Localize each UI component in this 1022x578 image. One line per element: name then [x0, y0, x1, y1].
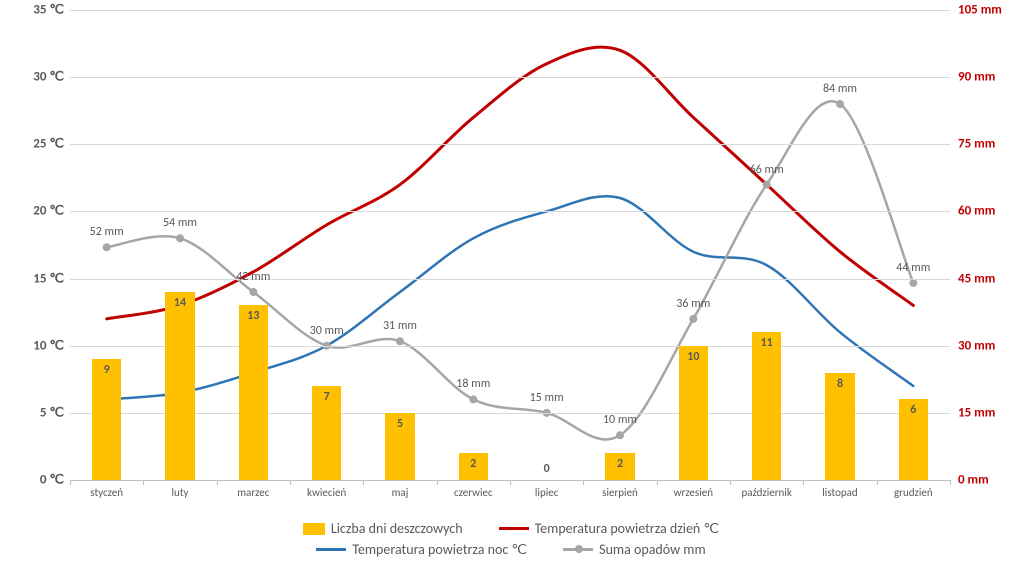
legend: Liczba dni deszczowych Temperatura powie… [0, 520, 1022, 562]
rain-days-value: 9 [77, 363, 137, 377]
precip-marker [396, 337, 404, 345]
precip-value-label: 18 mm [438, 377, 508, 391]
xtick-label: maj [360, 486, 440, 499]
ytick-left: 5 ℃ [4, 405, 64, 420]
climate-chart: 9 14 13 75 202 10 11 86 52 mm54 mm 42 mm 30 mm31 m… [70, 10, 950, 480]
xtick-label: kwiecień [287, 486, 367, 499]
ytick-left: 15 ℃ [4, 271, 64, 286]
xtick-label: listopad [800, 486, 880, 499]
precip-marker [836, 100, 844, 108]
rain-days-swatch [303, 523, 325, 535]
xtick-label: grudzień [873, 486, 953, 499]
ytick-right: 0 mm [958, 473, 1018, 488]
ytick-right: 60 mm [958, 204, 1018, 219]
ytick-right: 75 mm [958, 137, 1018, 152]
ytick-left: 10 ℃ [4, 338, 64, 353]
ytick-right: 90 mm [958, 70, 1018, 85]
rain-days-bar [92, 359, 121, 480]
rain-days-value: 13 [223, 309, 283, 323]
rain-days-bar [679, 346, 708, 480]
rain-days-value: 0 [517, 462, 577, 476]
precip-marker [763, 181, 771, 189]
rain-days-value: 7 [297, 390, 357, 404]
xtick-label: sierpień [580, 486, 660, 499]
precip-value-label: 44 mm [878, 261, 948, 275]
precip-marker [249, 288, 257, 296]
precip-swatch [563, 548, 593, 551]
legend-item-temp-day: Temperatura powietrza dzień ℃ [499, 520, 720, 537]
rain-days-value: 11 [737, 336, 797, 350]
xtick-label: czerwiec [433, 486, 513, 499]
precip-marker [176, 234, 184, 242]
legend-label-temp-day: Temperatura powietrza dzień ℃ [535, 520, 720, 537]
xtick-label: styczeń [67, 486, 147, 499]
rain-days-value: 10 [663, 350, 723, 364]
ytick-right: 30 mm [958, 338, 1018, 353]
precip-marker [616, 431, 624, 439]
precip-value-label: 84 mm [805, 82, 875, 96]
legend-item-temp-night: Temperatura powietrza noc ℃ [316, 541, 527, 558]
xtick-label: lipiec [507, 486, 587, 499]
legend-item-rain-days: Liczba dni deszczowych [303, 520, 463, 537]
precip-value-label: 10 mm [585, 413, 655, 427]
ytick-left: 35 ℃ [4, 3, 64, 18]
precip-value-label: 15 mm [512, 391, 582, 405]
rain-days-value: 5 [370, 417, 430, 431]
rain-days-value: 6 [883, 403, 943, 417]
precip-marker [909, 279, 917, 287]
rain-days-bar [165, 292, 194, 480]
rain-days-value: 2 [590, 457, 650, 471]
precip-marker [689, 315, 697, 323]
ytick-left: 25 ℃ [4, 137, 64, 152]
rain-days-bar [239, 305, 268, 480]
rain-days-value: 2 [443, 457, 503, 471]
precip-value-label: 30 mm [292, 324, 362, 338]
temp-day-swatch [499, 527, 529, 530]
precip-marker [469, 395, 477, 403]
rain-days-value: 14 [150, 296, 210, 310]
xtick-label: luty [140, 486, 220, 499]
legend-label-rain-days: Liczba dni deszczowych [331, 520, 463, 537]
line-layer [70, 10, 950, 480]
legend-row-2: Temperatura powietrza noc ℃ Suma opadów … [0, 541, 1022, 558]
rain-days-value: 8 [810, 377, 870, 391]
precip-marker [103, 243, 111, 251]
xtick-label: październik [727, 486, 807, 499]
precip-value-label: 36 mm [658, 297, 728, 311]
precip-value-label: 52 mm [72, 225, 142, 239]
precip-value-label: 31 mm [365, 319, 435, 333]
ytick-right: 105 mm [958, 3, 1018, 18]
temp-night-line [107, 196, 914, 399]
ytick-left: 0 ℃ [4, 473, 64, 488]
precip-value-label: 66 mm [732, 163, 802, 177]
precip-value-label: 42 mm [218, 270, 288, 284]
ytick-right: 15 mm [958, 405, 1018, 420]
legend-row-1: Liczba dni deszczowych Temperatura powie… [0, 520, 1022, 537]
ytick-left: 30 ℃ [4, 70, 64, 85]
plot-area: 9 14 13 75 202 10 11 86 52 mm54 mm 42 mm 30 mm31 m… [70, 10, 950, 480]
legend-label-temp-night: Temperatura powietrza noc ℃ [352, 541, 527, 558]
xtick-label: wrzesień [653, 486, 733, 499]
ytick-right: 45 mm [958, 271, 1018, 286]
precip-value-label: 54 mm [145, 216, 215, 230]
legend-label-precip: Suma opadów mm [599, 541, 706, 558]
ytick-left: 20 ℃ [4, 204, 64, 219]
xtick-label: marzec [213, 486, 293, 499]
legend-item-precip: Suma opadów mm [563, 541, 706, 558]
temp-night-swatch [316, 548, 346, 551]
rain-days-bar [752, 332, 781, 480]
